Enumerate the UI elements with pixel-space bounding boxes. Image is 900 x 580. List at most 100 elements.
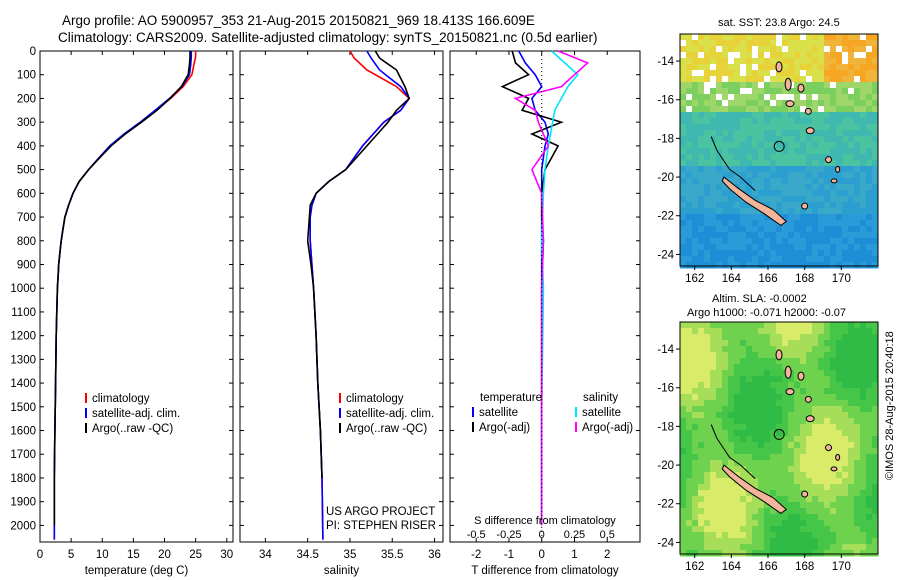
map-cell xyxy=(692,460,699,467)
map-cell xyxy=(746,328,753,335)
map-cell xyxy=(782,472,789,479)
map-cell xyxy=(836,160,843,167)
map-cell xyxy=(716,64,723,71)
map-cell xyxy=(728,202,735,209)
map-cell xyxy=(812,34,819,41)
map-cell xyxy=(842,382,849,389)
map-cell xyxy=(794,376,801,383)
new-caledonia-island xyxy=(721,464,788,515)
map-cell xyxy=(830,70,837,77)
map-cell xyxy=(710,262,717,269)
map-cell xyxy=(836,364,843,371)
map-cell xyxy=(788,70,795,77)
map-cell xyxy=(872,178,879,185)
map-cell xyxy=(734,496,741,503)
map-cell xyxy=(728,124,735,131)
map-cell xyxy=(692,52,699,59)
map-cell xyxy=(764,490,771,497)
map-cell xyxy=(854,196,861,203)
map-cell xyxy=(836,136,843,143)
map-cell xyxy=(872,196,879,203)
map-cell xyxy=(740,220,747,227)
map-cell xyxy=(860,358,867,365)
map-cell xyxy=(788,148,795,155)
map-cell xyxy=(692,508,699,515)
map-cell xyxy=(818,484,825,491)
map-cell xyxy=(752,424,759,431)
map-cell xyxy=(788,514,795,521)
map-cell xyxy=(848,382,855,389)
map-cell xyxy=(758,238,765,245)
map-cell xyxy=(794,244,801,251)
map-cell xyxy=(734,412,741,419)
map-cell xyxy=(782,544,789,551)
map-cell xyxy=(794,520,801,527)
map-cell xyxy=(866,508,873,515)
map-cell xyxy=(692,202,699,209)
map-cell xyxy=(680,190,687,197)
map-cell xyxy=(716,526,723,533)
map-cell xyxy=(710,370,717,377)
map-cell xyxy=(860,508,867,515)
map-cell xyxy=(704,484,711,491)
map-cell xyxy=(746,184,753,191)
map-cell xyxy=(776,370,783,377)
map-cell xyxy=(866,424,873,431)
map-cell xyxy=(728,466,735,473)
map-cell xyxy=(794,214,801,221)
map-cell xyxy=(824,178,831,185)
map-cell xyxy=(740,550,747,557)
map-cell xyxy=(782,202,789,209)
argo-position-marker xyxy=(773,428,785,440)
map-cell xyxy=(788,496,795,503)
map-cell xyxy=(710,256,717,263)
map-cell xyxy=(698,526,705,533)
map-cell xyxy=(836,130,843,137)
map-cell xyxy=(824,532,831,539)
map-cell xyxy=(740,502,747,509)
map-cell xyxy=(728,88,735,95)
map-cell xyxy=(830,460,837,467)
map-cell xyxy=(830,526,837,533)
map-cell xyxy=(872,232,879,239)
map-cell xyxy=(764,172,771,179)
map-cell xyxy=(698,196,705,203)
map-cell xyxy=(722,196,729,203)
map-cell xyxy=(800,70,807,77)
map-cell xyxy=(872,382,879,389)
map-cell xyxy=(824,340,831,347)
map-cell xyxy=(740,370,747,377)
map-cell xyxy=(746,400,753,407)
map-cell xyxy=(770,106,777,113)
map-cell xyxy=(752,160,759,167)
map-cell xyxy=(812,40,819,47)
map-cell xyxy=(686,424,693,431)
map-cell xyxy=(686,100,693,107)
map-cell xyxy=(740,202,747,209)
map-cell xyxy=(728,70,735,77)
map-cell xyxy=(728,256,735,263)
map-cell xyxy=(848,532,855,539)
map-cell xyxy=(722,238,729,245)
map-cell xyxy=(722,202,729,209)
map-cell xyxy=(710,340,717,347)
map-cell xyxy=(800,430,807,437)
map-cell xyxy=(782,124,789,131)
map-cell xyxy=(698,166,705,173)
map-cell xyxy=(782,394,789,401)
map-cell xyxy=(860,544,867,551)
map-cell xyxy=(752,124,759,131)
map-cell xyxy=(800,424,807,431)
map-cell xyxy=(806,250,813,257)
map-cell xyxy=(764,226,771,233)
map-cell xyxy=(710,484,717,491)
map-cell xyxy=(722,508,729,515)
map-cell xyxy=(866,466,873,473)
map-cell xyxy=(824,490,831,497)
y-tick-label: 2000 xyxy=(10,520,36,532)
map-cell xyxy=(758,136,765,143)
map-cell xyxy=(848,430,855,437)
map-cell xyxy=(788,112,795,119)
map-cell xyxy=(752,250,759,257)
map-cell xyxy=(818,394,825,401)
